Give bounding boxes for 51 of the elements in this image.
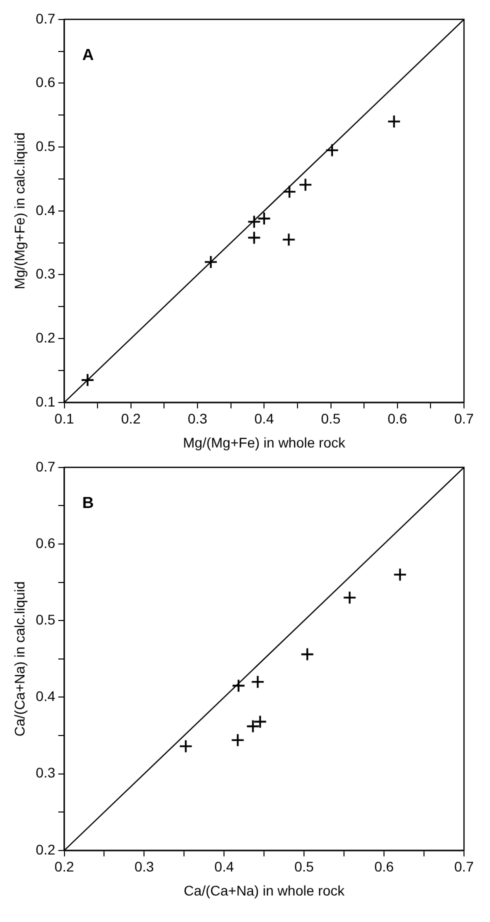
point bbox=[250, 674, 265, 689]
point bbox=[282, 232, 296, 247]
x-tick-label: 0.7 bbox=[454, 858, 474, 875]
point bbox=[247, 230, 262, 245]
x-tick-label: 0.7 bbox=[454, 410, 474, 427]
point bbox=[257, 212, 272, 226]
y-axis-title: Mg/(Mg+Fe) in calc.liquid bbox=[11, 132, 28, 290]
y-tick-label: 0.6 bbox=[36, 74, 56, 90]
point bbox=[232, 678, 246, 693]
point bbox=[247, 214, 262, 229]
y-tick-label: 0.2 bbox=[36, 841, 56, 858]
x-tick-label: 0.3 bbox=[134, 858, 154, 875]
point bbox=[204, 255, 218, 269]
annotation: A bbox=[82, 46, 94, 64]
x-tick-label: 0.4 bbox=[214, 858, 234, 875]
y-tick-label: 0.7 bbox=[36, 458, 56, 474]
point bbox=[342, 590, 357, 605]
y-tick-label: 0.6 bbox=[36, 534, 56, 551]
y-tick-label: 0.5 bbox=[36, 611, 56, 628]
y-tick-label: 0.1 bbox=[36, 393, 56, 410]
point bbox=[230, 733, 245, 747]
x-tick-label: 0.6 bbox=[374, 858, 394, 875]
x-tick-label: 0.4 bbox=[254, 410, 274, 427]
x-axis-title: Mg/(Mg+Fe) in whole rock bbox=[183, 434, 346, 450]
y-tick-label: 0.4 bbox=[36, 202, 56, 218]
y-tick-label: 0.5 bbox=[36, 138, 56, 154]
x-tick-label: 0.1 bbox=[54, 410, 74, 427]
point bbox=[253, 714, 268, 729]
point bbox=[300, 647, 314, 662]
x-tick-label: 0.6 bbox=[388, 410, 408, 427]
point bbox=[178, 739, 193, 754]
point bbox=[387, 114, 401, 128]
x-tick-label: 0.3 bbox=[188, 410, 208, 427]
x-tick-label: 0.2 bbox=[121, 410, 141, 427]
point bbox=[298, 178, 312, 192]
x-axis-title: Ca/(Ca+Na) in whole rock bbox=[184, 882, 346, 898]
point bbox=[80, 373, 94, 387]
y-tick-label: 0.3 bbox=[36, 764, 56, 781]
annotation: B bbox=[82, 494, 94, 512]
x-tick-label: 0.2 bbox=[54, 858, 74, 875]
y-axis-title: Ca/(Ca+Na) in calc.liquid bbox=[11, 581, 28, 737]
point bbox=[393, 568, 407, 582]
y-tick-label: 0.4 bbox=[36, 688, 56, 704]
y-tick-label: 0.3 bbox=[36, 266, 56, 282]
y-tick-label: 0.7 bbox=[36, 10, 56, 26]
x-tick-label: 0.5 bbox=[321, 410, 341, 427]
point bbox=[325, 143, 339, 158]
point bbox=[282, 184, 296, 199]
y-tick-label: 0.2 bbox=[36, 329, 56, 346]
point bbox=[246, 719, 260, 734]
x-tick-label: 0.5 bbox=[294, 858, 314, 875]
